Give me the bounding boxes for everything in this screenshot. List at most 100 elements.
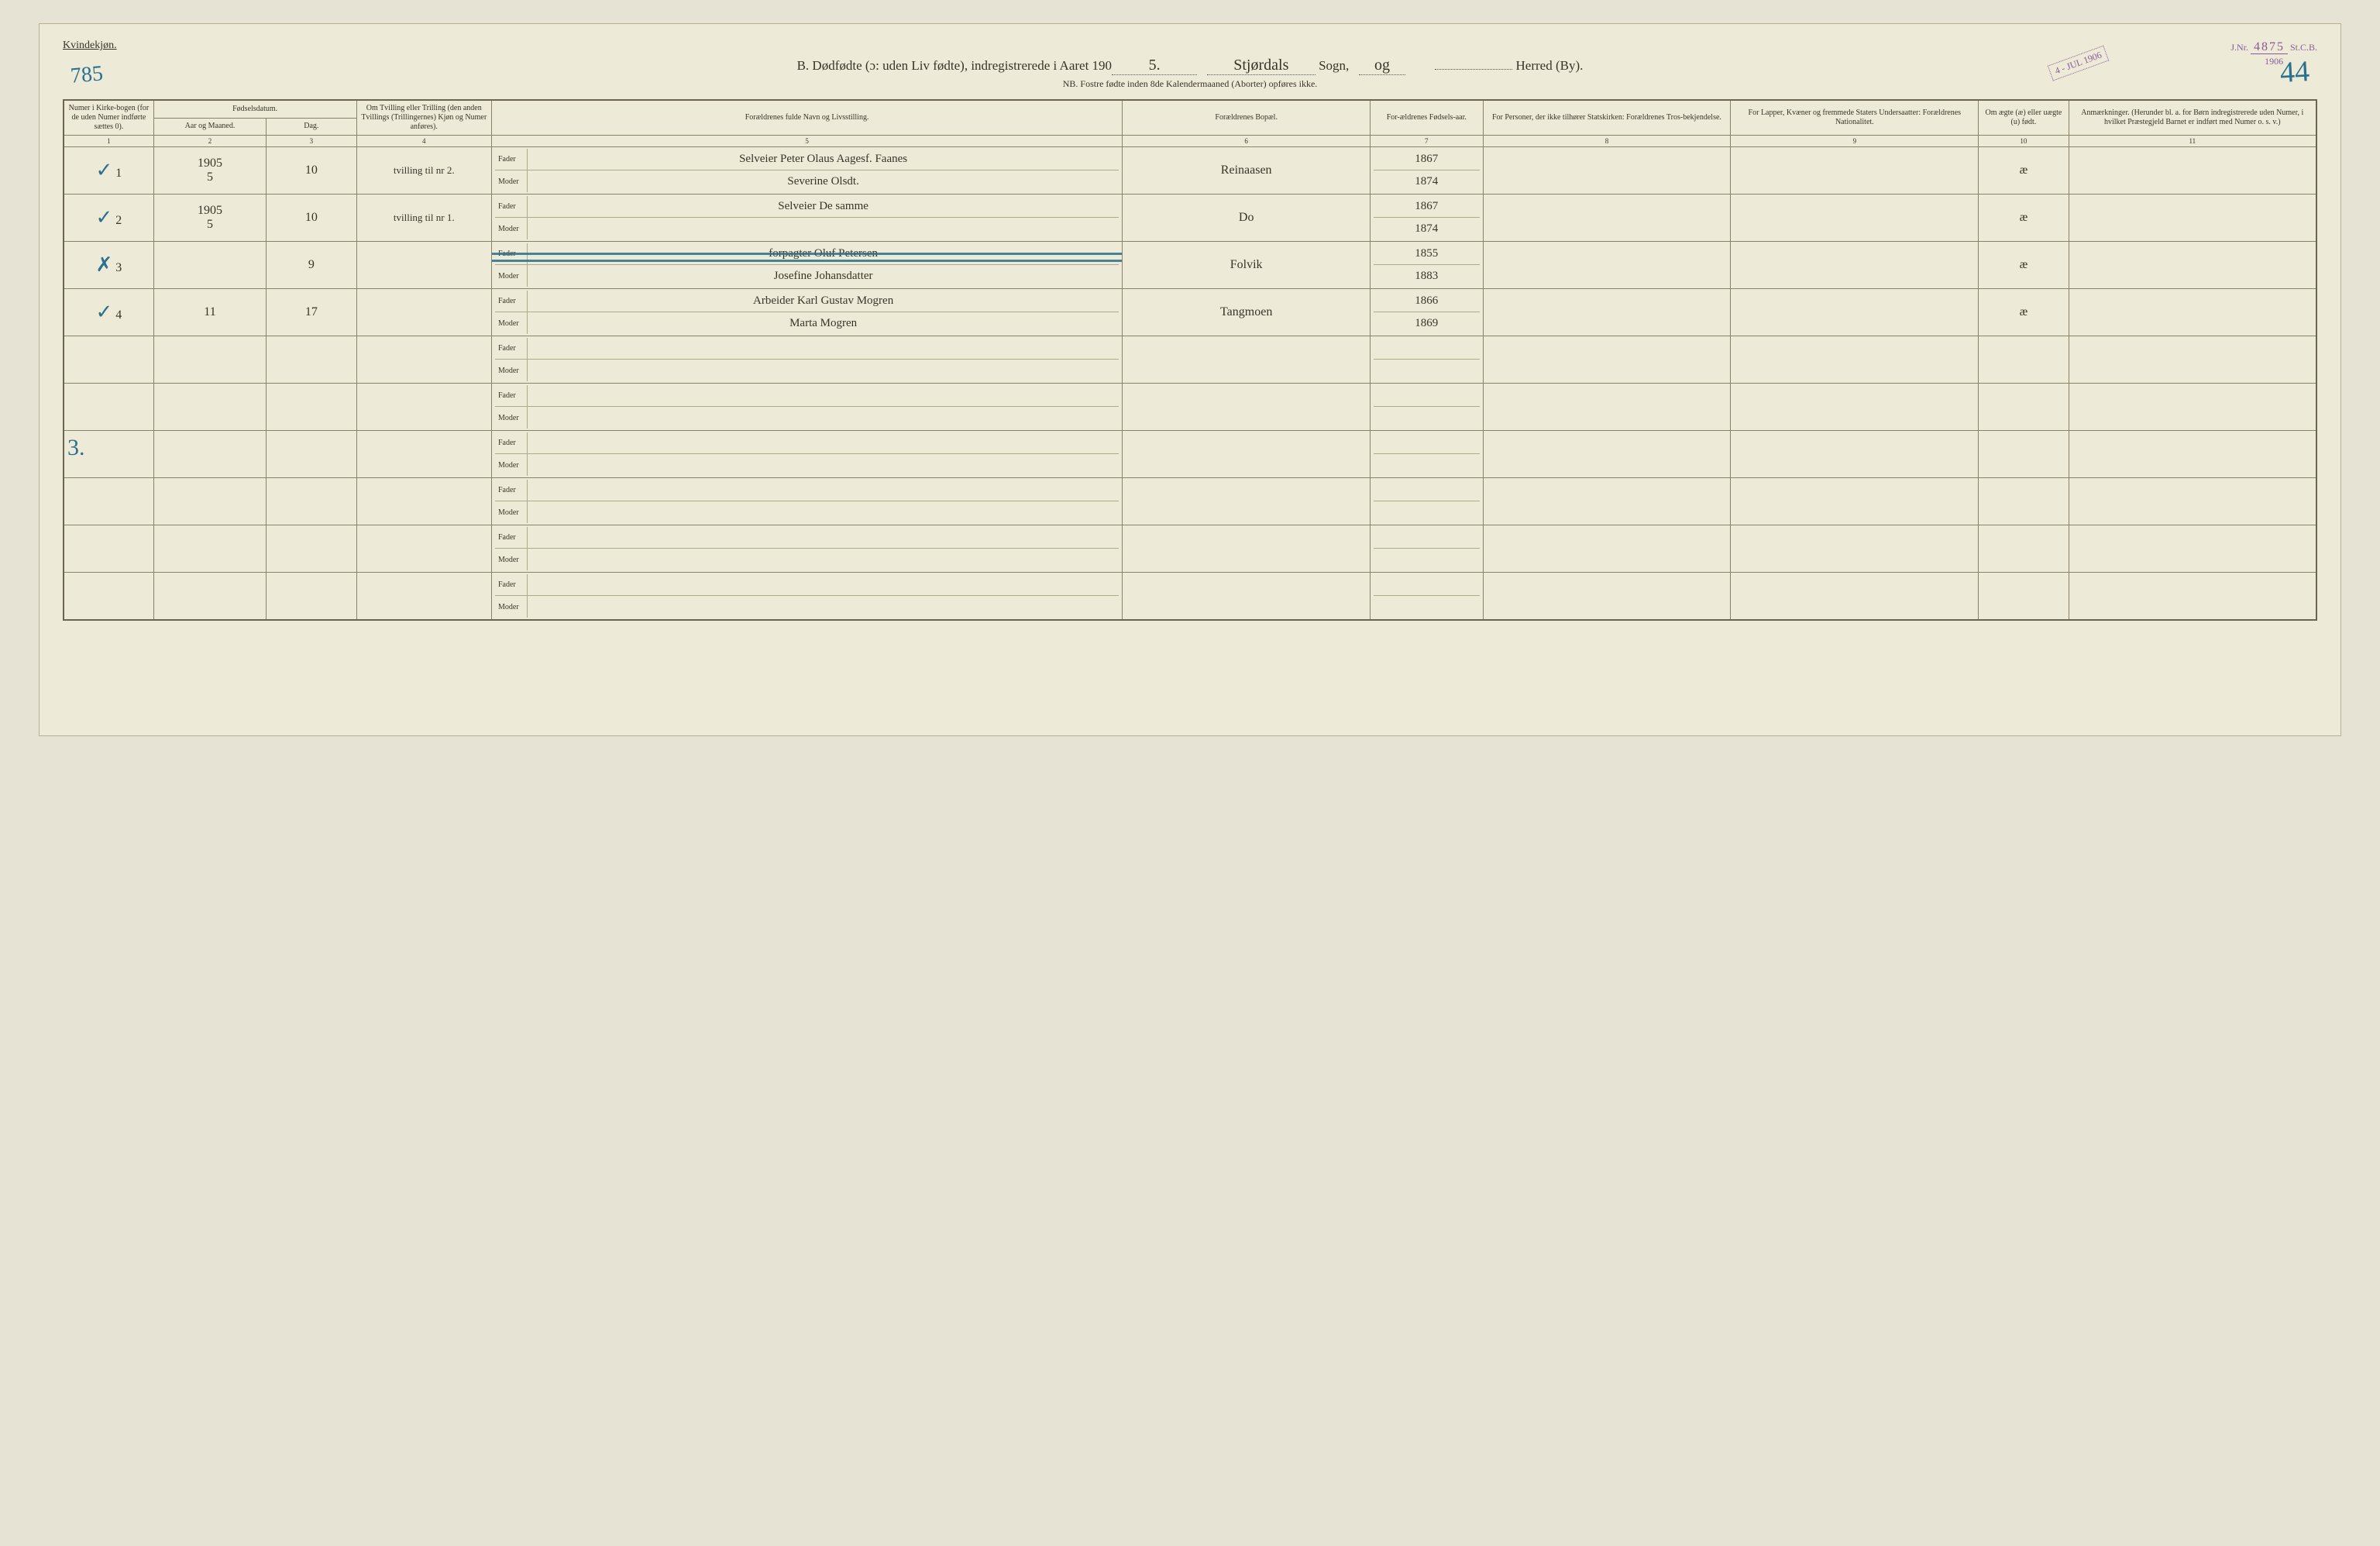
jnr-suffix: St.C.B.	[2290, 42, 2317, 53]
aegte: æ	[1979, 242, 2069, 289]
table-row: ✓ 21905510tvilling til nr 1. FaderSelvei…	[64, 195, 2316, 242]
tvilling	[356, 242, 491, 289]
herred-blank	[1435, 69, 1512, 70]
empty-cell	[267, 478, 356, 525]
empty-cell	[1123, 431, 1371, 478]
col-1-header: Numer i Kirke-bogen (for de uden Numer i…	[64, 100, 153, 136]
empty-cell	[1979, 384, 2069, 431]
year-month: 19055	[153, 195, 266, 242]
empty-cell	[64, 384, 153, 431]
col-4-header: Om Tvilling eller Trilling (den anden Tv…	[356, 100, 491, 136]
col-8-header: For Personer, der ikke tilhører Statskir…	[1483, 100, 1731, 136]
nationality	[1731, 147, 1979, 195]
bopel: Do	[1123, 195, 1371, 242]
ledger-page: Kvindekjøn. 785 44 4 - JUL 1906 J.Nr. 48…	[39, 23, 2341, 736]
empty-cell	[153, 384, 266, 431]
empty-cell	[2069, 384, 2316, 431]
empty-cell	[1979, 573, 2069, 621]
col-2-top-header: Fødselsdatum.	[153, 100, 356, 118]
column-number: 11	[2069, 136, 2316, 147]
empty-split	[1371, 431, 1483, 478]
empty-cell	[356, 431, 491, 478]
empty-cell	[2069, 478, 2316, 525]
col-2b-header: Dag.	[267, 118, 356, 135]
remarks	[2069, 289, 2316, 336]
tvilling: tvilling til nr 2.	[356, 147, 491, 195]
empty-cell	[1979, 336, 2069, 384]
col-9-header: For Lapper, Kvæner og fremmede Staters U…	[1731, 100, 1979, 136]
row-number: ✓ 1	[64, 147, 153, 195]
aegte: æ	[1979, 289, 2069, 336]
column-number: 9	[1731, 136, 1979, 147]
nationality	[1731, 289, 1979, 336]
bopel: Folvik	[1123, 242, 1371, 289]
year-month: 19055	[153, 147, 266, 195]
subtitle: NB. Fostre fødte inden 8de Kalendermaane…	[63, 78, 2317, 90]
empty-cell	[1483, 573, 1731, 621]
empty-cell	[1731, 431, 1979, 478]
empty-cell	[1483, 336, 1731, 384]
empty-cell	[1123, 573, 1371, 621]
year-month: 11	[153, 289, 266, 336]
empty-split	[1371, 478, 1483, 525]
empty-cell	[1731, 336, 1979, 384]
column-number-row: 1234567891011	[64, 136, 2316, 147]
empty-split	[1371, 384, 1483, 431]
empty-cell	[267, 573, 356, 621]
tvilling	[356, 289, 491, 336]
empty-cell	[356, 478, 491, 525]
religion	[1483, 242, 1731, 289]
empty-cell	[153, 573, 266, 621]
empty-cell	[153, 525, 266, 573]
remarks	[2069, 147, 2316, 195]
empty-cell	[1483, 384, 1731, 431]
parent-birth-years: 18671874	[1371, 195, 1483, 242]
table-row-empty: Fader Moder	[64, 573, 2316, 621]
parents-cell: Fader Moder	[491, 431, 1122, 478]
col-7-header: For-ældrenes Fødsels-aar.	[1371, 100, 1483, 136]
parents-cell: Faderforpagter Oluf Petersen ModerJosefi…	[491, 242, 1122, 289]
empty-cell	[267, 384, 356, 431]
gender-label: Kvindekjøn.	[63, 40, 2317, 52]
parents-cell: FaderArbeider Karl Gustav Mogren ModerMa…	[491, 289, 1122, 336]
empty-cell	[153, 478, 266, 525]
column-number: 5	[491, 136, 1122, 147]
jnr-number: 4875	[2251, 40, 2288, 54]
empty-cell	[1979, 431, 2069, 478]
table-header: Numer i Kirke-bogen (for de uden Numer i…	[64, 100, 2316, 147]
journal-number-stamp: J.Nr. 4875 St.C.B. 1906	[2230, 40, 2317, 67]
row-number: ✓ 4	[64, 289, 153, 336]
table-row: ✗ 39 Faderforpagter Oluf Petersen ModerJ…	[64, 242, 2316, 289]
table-row-empty: Fader Moder	[64, 336, 2316, 384]
parents-cell: Fader Moder	[491, 384, 1122, 431]
remarks	[2069, 195, 2316, 242]
margin-note: 3.	[67, 435, 85, 461]
empty-cell	[64, 525, 153, 573]
column-number: 2	[153, 136, 266, 147]
empty-cell	[267, 336, 356, 384]
herred-label: Herred (By).	[1516, 58, 1584, 73]
table-body: ✓ 11905510tvilling til nr 2. FaderSelvei…	[64, 147, 2316, 621]
col-6-header: Forældrenes Bopæl.	[1123, 100, 1371, 136]
column-number: 8	[1483, 136, 1731, 147]
religion	[1483, 195, 1731, 242]
bopel: Tangmoen	[1123, 289, 1371, 336]
remarks	[2069, 242, 2316, 289]
day: 10	[267, 195, 356, 242]
column-number: 6	[1123, 136, 1371, 147]
parents-cell: Fader Moder	[491, 336, 1122, 384]
column-number: 3	[267, 136, 356, 147]
sogn-label: Sogn,	[1319, 58, 1349, 73]
parents-cell: Fader Moder	[491, 525, 1122, 573]
empty-cell	[1123, 336, 1371, 384]
jnr-prefix: J.Nr.	[2230, 42, 2248, 53]
parents-cell: FaderSelveier Peter Olaus Aagesf. Faanes…	[491, 147, 1122, 195]
day: 17	[267, 289, 356, 336]
empty-cell	[267, 525, 356, 573]
row-number: ✓ 2	[64, 195, 153, 242]
empty-cell	[1979, 478, 2069, 525]
empty-cell	[356, 525, 491, 573]
col-11-header: Anmærkninger. (Herunder bl. a. for Børn …	[2069, 100, 2316, 136]
empty-cell	[356, 573, 491, 621]
column-number: 7	[1371, 136, 1483, 147]
